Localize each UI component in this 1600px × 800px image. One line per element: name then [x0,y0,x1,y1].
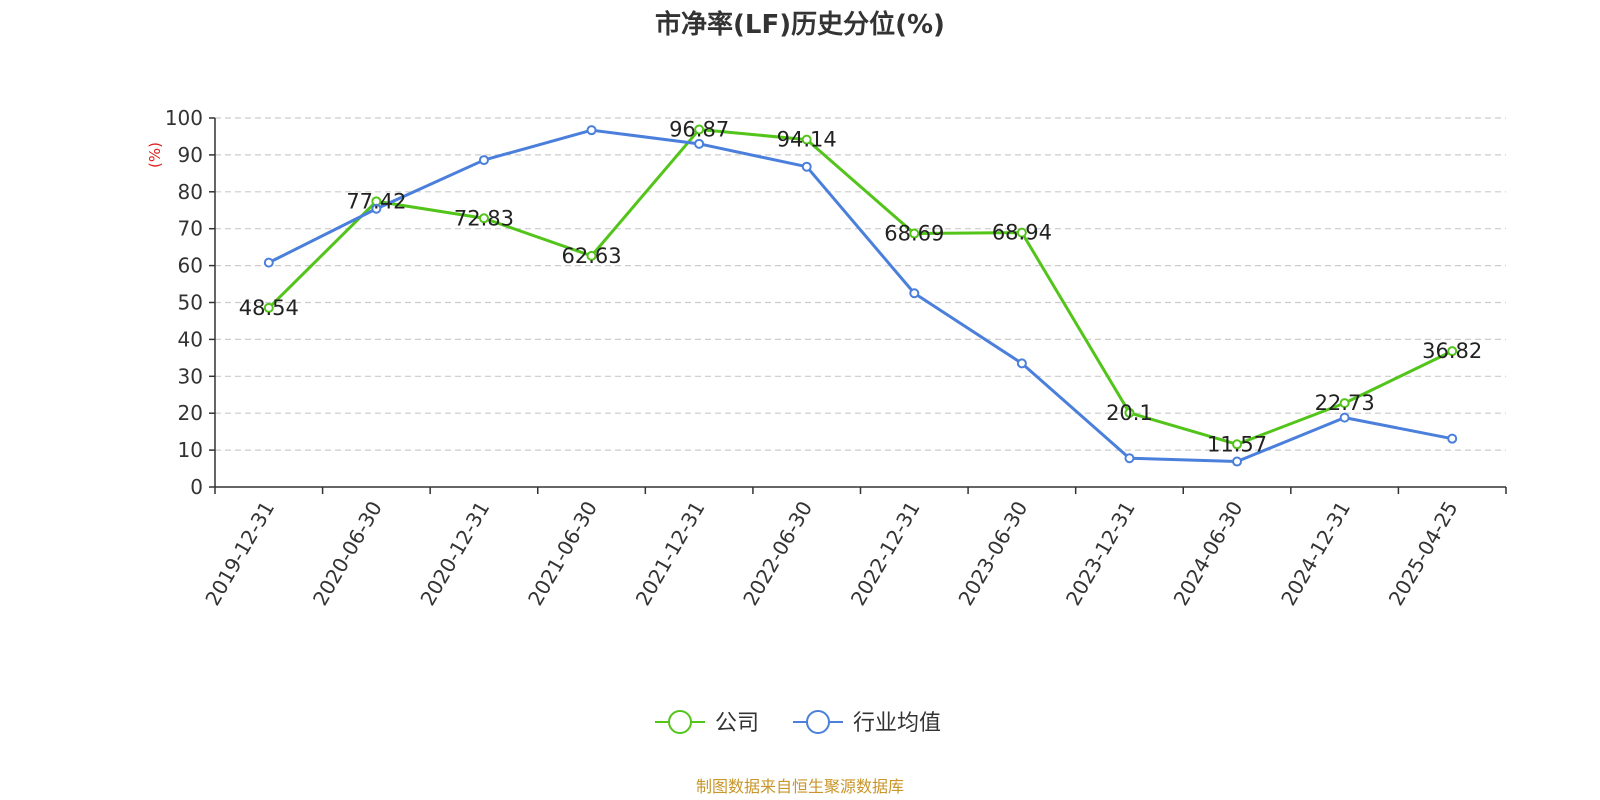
data-label: 20.1 [1106,401,1153,425]
source-note: 制图数据来自恒生聚源数据库 [696,777,904,796]
data-point[interactable] [1232,439,1243,450]
y-tick-label: 80 [178,180,203,204]
data-point[interactable] [263,302,274,313]
series-line [267,128,1453,446]
y-axis-label: (%) [146,142,164,168]
data-point[interactable] [1339,398,1350,409]
data-point[interactable] [1016,227,1027,238]
legend-item[interactable]: 行业均值 [793,710,941,736]
chart-title: 市净率(LF)历史分位(%) [655,9,945,40]
y-tick-label: 0 [190,475,203,499]
x-tick-label: 2022-12-31 [846,497,925,610]
data-point[interactable] [371,203,382,214]
data-point[interactable] [909,228,920,239]
legend-marker-icon [668,710,692,734]
y-tick-label: 30 [178,364,203,388]
data-point[interactable] [909,288,920,299]
data-label: 72.83 [454,206,514,230]
y-tick-label: 70 [178,217,203,241]
x-tick-label: 2021-06-30 [523,497,602,610]
x-tick-label: 2021-12-31 [631,497,710,610]
data-label: 11.57 [1207,432,1267,456]
x-tick-label: 2020-12-31 [415,497,494,610]
data-label: 94.14 [777,128,837,152]
data-point[interactable] [1124,453,1135,464]
data-label: 68.94 [992,221,1052,245]
data-point[interactable] [586,250,597,261]
y-tick-label: 90 [178,143,203,167]
legend[interactable]: 公司 行业均值 [655,710,941,736]
y-tick-label: 20 [178,401,203,425]
data-label: 96.87 [669,118,729,142]
legend-item[interactable]: 公司 [655,710,759,736]
data-point[interactable] [801,161,812,172]
grid-lines [215,117,1506,451]
data-label: 68.69 [884,222,944,246]
x-tick-label: 2020-06-30 [308,497,387,610]
legend-marker-icon [806,710,830,734]
x-tick-label: 2019-12-31 [200,497,279,610]
data-point[interactable] [586,125,597,136]
data-point[interactable] [1447,346,1458,357]
x-tick-label: 2025-04-25 [1384,497,1463,610]
y-tick-label: 100 [165,106,203,130]
x-tick-label: 2023-06-30 [953,497,1032,610]
data-point[interactable] [1447,433,1458,444]
series-layer [263,124,1458,467]
series-line [268,128,1453,464]
axes: 0 10 20 30 40 50 60 70 80 90 100 2019-12-31 2020-06-… [165,106,1507,610]
data-point[interactable] [1124,407,1135,418]
y-tick-label: 40 [178,327,203,351]
legend-label: 行业均值 [853,711,941,736]
x-tick-label: 2024-12-31 [1276,497,1355,610]
y-tick-label: 50 [178,291,203,315]
data-point[interactable] [478,155,489,166]
data-labels: 48.54 77.42 72.83 62.63 96.87 94.14 68.69 68.94… [239,118,1483,457]
legend-label: 公司 [715,711,759,736]
data-point[interactable] [263,257,274,268]
x-tick-label: 2024-06-30 [1169,497,1248,610]
data-label: 77.42 [346,189,406,213]
data-label: 62.63 [561,244,621,268]
data-point[interactable] [1232,456,1243,467]
data-point[interactable] [1339,412,1350,423]
data-point[interactable] [694,124,705,135]
x-tick-label: 2022-06-30 [738,497,817,610]
data-label: 22.73 [1315,391,1375,415]
y-tick-label: 10 [178,438,203,462]
y-tick-label: 60 [178,254,203,278]
data-point[interactable] [801,134,812,145]
data-label: 48.54 [239,296,299,320]
data-point[interactable] [478,213,489,224]
data-label: 36.82 [1422,339,1482,363]
data-point[interactable] [1016,358,1027,369]
data-point[interactable] [694,138,705,149]
x-tick-label: 2023-12-31 [1061,497,1140,610]
